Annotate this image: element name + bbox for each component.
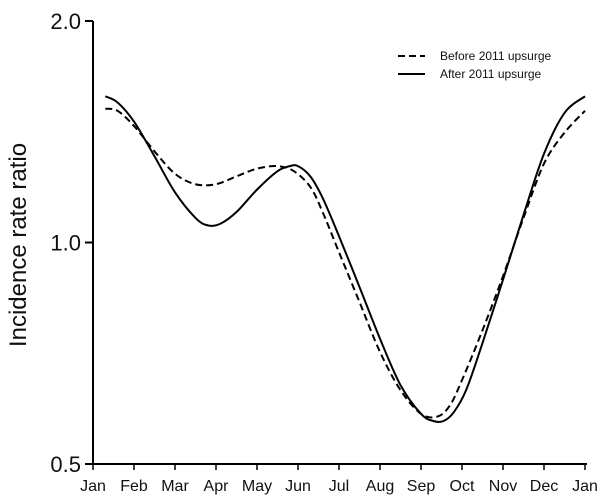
y-ticks: 0.5 1.0 2.0 xyxy=(50,9,93,477)
legend: Before 2011 upsurge After 2011 upsurge xyxy=(398,49,552,81)
x-tick-label: Nov xyxy=(489,478,517,495)
x-tick-label: Jan xyxy=(572,478,598,495)
y-tick-label: 1.0 xyxy=(50,231,81,256)
x-tick-label: May xyxy=(242,478,272,495)
series-group xyxy=(104,95,586,424)
x-tick-label: Sep xyxy=(407,478,436,495)
x-ticks: Jan Feb Mar Apr May Jun Jul Aug Sep Oct Nov Dec Jan xyxy=(80,464,598,495)
x-tick-label: Aug xyxy=(366,478,394,495)
x-tick-label: Mar xyxy=(161,478,189,495)
x-tick-label: Dec xyxy=(530,478,558,495)
x-tick-label: Jan xyxy=(80,478,106,495)
legend-label-before: Before 2011 upsurge xyxy=(440,49,552,63)
x-tick-label: Jul xyxy=(329,478,349,495)
legend-label-after: After 2011 upsurge xyxy=(440,67,542,81)
x-tick-label: Feb xyxy=(120,478,148,495)
series-line-after-2011 xyxy=(104,95,586,424)
y-tick-label: 0.5 xyxy=(50,452,81,477)
y-axis-title: Incidence rate ratio xyxy=(5,143,32,347)
x-tick-label: Oct xyxy=(450,478,475,495)
y-tick-label: 2.0 xyxy=(50,9,81,34)
x-tick-label: Jun xyxy=(285,478,311,495)
series-line-before-2011 xyxy=(105,107,586,419)
x-tick-label: Apr xyxy=(204,478,230,495)
